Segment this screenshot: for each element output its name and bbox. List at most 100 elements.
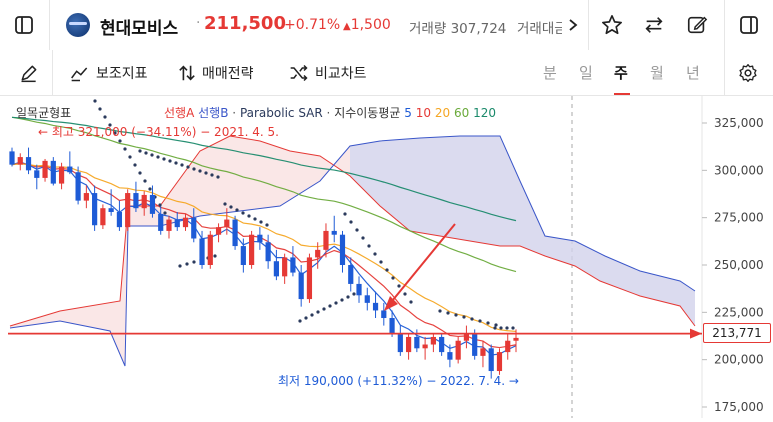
panel-toggle-icon[interactable] [735,12,763,38]
sar-dot [355,228,359,232]
amount-label: 거래대금 [517,21,562,37]
buy-sell-arrows-icon [179,65,195,81]
candle-body [282,257,288,277]
volume-info: 거래량 307,724 [409,17,506,37]
candle-body [25,157,32,171]
strategy-button[interactable]: 매매전략 [178,63,254,83]
sar-dot [113,131,117,135]
candle-body [447,352,453,360]
senkou-a-line [9,135,696,327]
trend-arrowhead [384,296,398,311]
candle-body [9,151,15,165]
sar-dot [403,292,407,296]
sar-dot [138,149,142,153]
sar-dot [478,319,482,323]
sar-dot [334,301,338,305]
candle-body [133,193,139,209]
divider [724,50,725,95]
sar-dot [391,276,395,280]
candle-body [405,336,412,353]
candle-body [75,172,81,201]
candle-body [224,219,230,228]
candle-body [339,234,346,265]
candle-body [34,170,40,178]
separator-dot: · [196,15,201,31]
compare-button[interactable]: 비교차트 [289,63,367,83]
legend-ma120: 120 [473,106,496,120]
candle-body [496,352,503,372]
candle-body [50,160,56,184]
current-price-arrowhead [690,328,702,339]
sar-dot [123,147,127,151]
swap-arrows-icon[interactable] [640,12,668,38]
current-price-label: 213,771 [703,323,771,343]
sar-dot [397,284,401,288]
shuffle-icon [290,64,308,82]
candle-body [158,213,164,231]
sar-dot [185,262,189,266]
period-day[interactable]: 일 [579,64,593,82]
legend-senkou-b: 선행B [198,106,229,120]
candle-body [348,265,354,284]
edit-icon[interactable] [683,12,711,38]
sar-dot [462,315,466,319]
chart-canvas[interactable]: 325,000 300,000 275,000 250,000 225,000 200,0… [0,96,773,418]
settings-gear-icon[interactable] [735,60,761,86]
stock-name[interactable]: 현대모비스 [100,19,179,39]
candle-body [215,227,222,235]
period-week[interactable]: 주 [614,64,628,82]
sar-dot [409,300,413,304]
sar-dot [118,139,122,143]
sar-dot [163,211,167,215]
sar-dot [373,252,377,256]
period-minute[interactable]: 분 [543,64,557,82]
sar-dot [235,208,239,212]
senkou-b-line [9,135,696,367]
sidebar-toggle-icon[interactable] [10,12,38,38]
candle-body [323,230,329,250]
volume-value: 307,724 [450,21,507,37]
chart-toolbar [0,50,773,96]
candle-body [472,333,478,356]
legend-ma20: 20 [434,106,451,120]
sar-dot [210,173,214,177]
price-chart[interactable]: 325,000 300,000 275,000 250,000 225,000 200,0… [0,96,773,418]
sar-dot [385,268,389,272]
stock-header-bar: 현대모비스 · 211,500 +0.71% ▲1,500 거래량 307,72… [0,0,773,51]
y-tick-label: 250,000 [714,258,764,272]
y-tick-label: 175,000 [714,400,764,414]
period-month[interactable]: 월 [650,64,664,82]
candle-body [414,336,420,349]
period-year[interactable]: 년 [686,64,700,82]
draw-pen-icon[interactable] [16,60,42,86]
candle-body [356,283,362,296]
candle-body [505,340,511,353]
sar-dot [186,165,190,169]
legend-separator: · [232,106,237,120]
divider [724,0,725,50]
legend-separator: · [326,106,331,120]
sar-dot [304,316,308,320]
chevron-right-icon[interactable] [563,14,583,36]
candle-body [463,333,470,341]
sar-dot [346,295,350,299]
sar-dot [241,211,245,215]
sar-dot [505,326,509,330]
indicator-button[interactable]: 보조지표 [70,63,148,83]
star-icon[interactable] [598,12,626,38]
low-annotation: 최저 190,000 (+11.32%) − 2022. 7. 4. → [278,374,519,388]
indicator-legend: 선행A 선행B · Parabolic SAR · 지수이동평균 5 10 20… [164,104,496,121]
sar-dot [265,223,269,227]
candle-body [207,234,213,265]
sar-dot [486,321,490,325]
candle-body [273,261,279,277]
sar-dot [253,217,257,221]
y-tick-label: 300,000 [714,163,764,177]
candle-body [100,208,106,226]
change-percent: +0.71% [284,17,341,33]
candle-body [240,246,246,265]
sar-dot [499,326,503,330]
divider [588,0,589,50]
trend-arrow-line [387,223,456,307]
sar-dot [213,254,217,258]
